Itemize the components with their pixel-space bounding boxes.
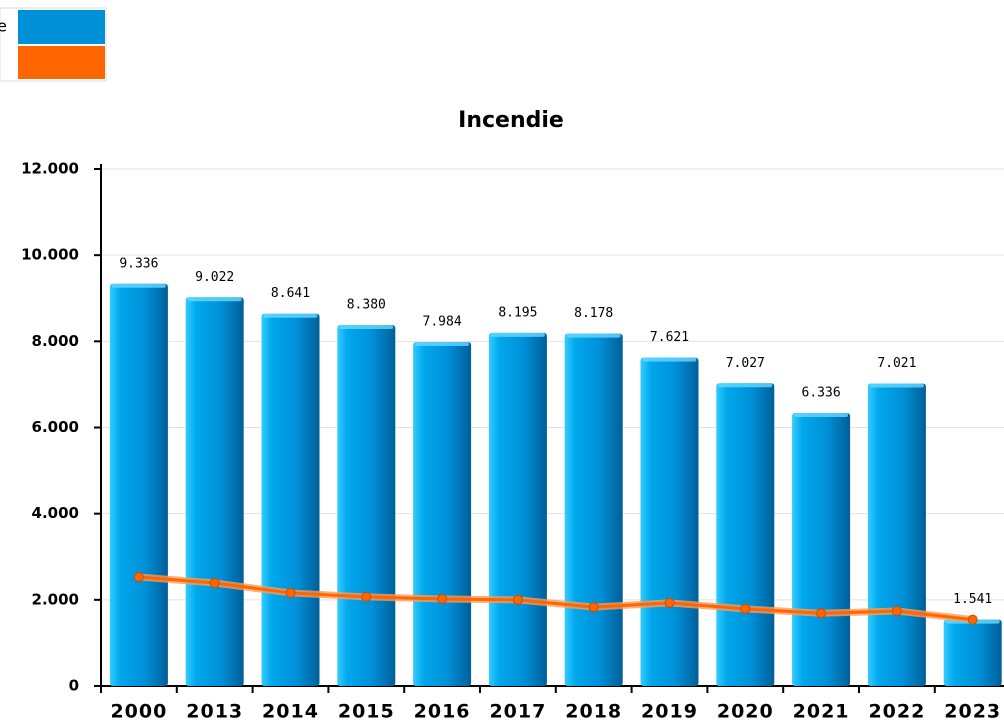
value-label: 9.022 [195,270,234,285]
bar [943,619,1002,686]
bar [337,324,396,686]
value-label: 8.178 [574,306,613,321]
bar-cap [415,342,470,347]
x-tick-label: 2015 [338,701,395,721]
value-label: 7.021 [877,356,916,371]
x-tick-label: 2021 [793,701,850,721]
bar [109,283,168,686]
chart-title: Incendie [458,108,564,133]
bar-cap [187,297,242,302]
y-tick-label: 4.000 [32,504,79,522]
value-label: 1.541 [953,592,992,607]
x-tick-label: 2000 [110,701,167,721]
value-label: 7.027 [726,356,765,371]
bar-cap [490,332,545,337]
x-tick-label: 2020 [717,701,774,721]
x-tick-label: 2018 [565,701,622,721]
bar [716,383,775,686]
line-marker [664,597,675,608]
line-marker [891,606,902,617]
line-marker [437,593,448,604]
bar-cap [869,383,924,388]
x-tick-label: 2014 [262,701,319,721]
bar [413,342,472,686]
line-marker [133,571,144,582]
bar-cap [339,324,394,329]
legend-swatch [18,46,105,79]
y-tick-label: 12.000 [21,160,79,178]
bar-cap [718,383,773,388]
line-marker [816,608,827,619]
bar [867,383,926,686]
line-marker [740,603,751,614]
line-marker [285,587,296,598]
y-tick-label: 6.000 [32,418,79,436]
line-marker [209,578,220,589]
bar [792,413,851,686]
y-tick-label: 8.000 [32,332,79,350]
value-label: 7.984 [423,315,462,330]
bar-cap [566,333,621,338]
value-label: 8.641 [271,286,310,301]
value-label: 6.336 [802,386,841,401]
bar [640,357,699,686]
legend-label: e [0,17,7,36]
x-tick-label: 2017 [489,701,546,721]
x-tick-label: 2023 [944,701,1001,721]
line-marker [588,602,599,613]
line-marker [512,594,523,605]
bar-cap [642,357,697,362]
bar-cap [111,283,166,288]
y-tick-label: 10.000 [21,246,79,264]
bar [488,332,547,686]
value-label: 8.195 [498,305,537,320]
line-marker [967,614,978,625]
legend-swatch [18,10,105,44]
line-marker [361,591,372,602]
x-tick-label: 2019 [641,701,698,721]
bar [564,333,623,686]
y-tick-label: 0 [69,677,79,695]
bar-cap [794,413,849,418]
value-label: 8.380 [347,297,386,312]
x-tick-label: 2016 [414,701,471,721]
line [138,575,973,622]
bar [185,297,244,686]
value-label: 7.621 [650,330,689,345]
x-tick-label: 2022 [868,701,925,721]
bar-cap [263,313,318,318]
value-label: 9.336 [119,256,158,271]
y-tick-label: 2.000 [32,590,79,608]
x-tick-label: 2013 [186,701,243,721]
bar [261,313,320,686]
